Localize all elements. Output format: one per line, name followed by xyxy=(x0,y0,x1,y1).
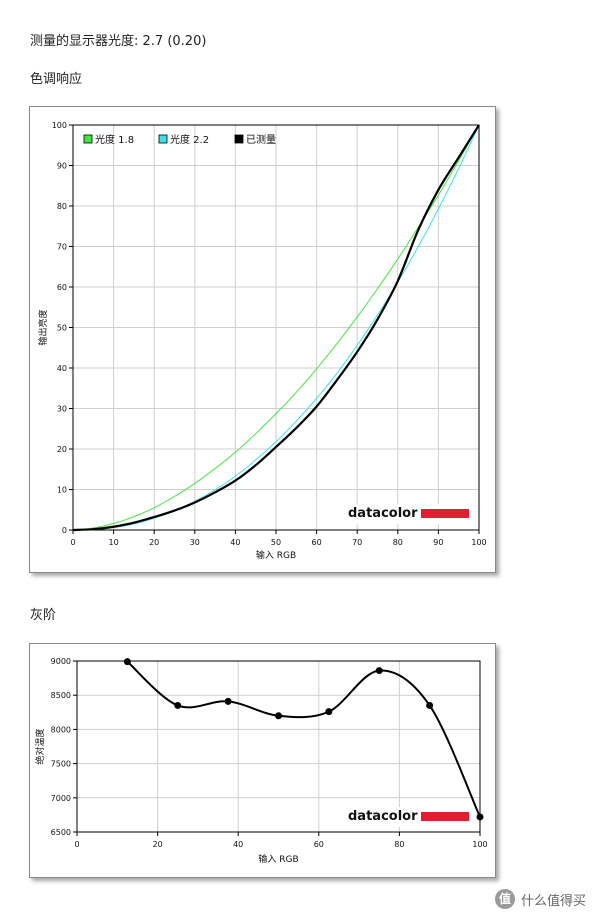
x-tick-label: 100 xyxy=(472,840,487,849)
cct-data-point xyxy=(375,667,383,675)
y-tick-label: 80 xyxy=(57,202,67,211)
cct-data-point xyxy=(325,708,333,716)
series-line-1 xyxy=(72,124,480,531)
y-tick-label: 8500 xyxy=(51,691,71,700)
cct-data-point xyxy=(426,701,434,709)
y-tick-label: 10 xyxy=(57,486,67,495)
cct-data-point xyxy=(275,712,282,720)
tone-response-heading: 色调响应 xyxy=(30,72,83,87)
x-tick-label: 0 xyxy=(74,840,79,849)
x-tick-label: 90 xyxy=(433,538,443,547)
legend-swatch xyxy=(234,134,244,144)
watermark-text: 什么值得买 xyxy=(520,893,586,909)
x-tick-label: 20 xyxy=(153,840,163,849)
series-line-3 xyxy=(72,124,480,532)
y-tick-label: 7000 xyxy=(51,794,71,803)
cct-data-point xyxy=(476,813,484,821)
y-axis-label: 绝对温度 xyxy=(34,728,46,764)
y-tick-label: 20 xyxy=(57,445,67,454)
y-axis-label: 输出亮度 xyxy=(37,309,49,345)
legend-swatch xyxy=(158,134,168,144)
y-tick-label: 60 xyxy=(57,283,67,292)
plot-frame xyxy=(72,124,480,531)
grayscale-heading: 灰阶 xyxy=(30,608,57,623)
plot-frame xyxy=(76,660,481,833)
cct-data-point xyxy=(123,658,131,666)
y-tick-label: 50 xyxy=(57,324,67,333)
y-tick-label: 0 xyxy=(62,526,67,535)
x-tick-label: 70 xyxy=(352,538,362,547)
datacolor-logo-bar xyxy=(421,509,469,518)
x-tick-label: 100 xyxy=(471,538,486,547)
y-tick-label: 70 xyxy=(57,243,67,252)
watermark: 值 什么值得买 xyxy=(494,889,586,909)
x-axis-label: 输入 RGB xyxy=(256,549,296,561)
datacolor-logo-text: datacolor xyxy=(348,506,418,521)
legend-label: 已测量 xyxy=(246,133,276,146)
y-tick-label: 30 xyxy=(57,405,67,414)
series-line-2 xyxy=(72,124,480,531)
y-tick-label: 7500 xyxy=(51,760,71,769)
y-tick-label: 40 xyxy=(57,364,67,373)
x-tick-label: 80 xyxy=(394,840,404,849)
x-tick-label: 40 xyxy=(230,538,240,547)
y-tick-label: 100 xyxy=(52,121,67,130)
x-tick-label: 80 xyxy=(393,538,403,547)
x-tick-label: 20 xyxy=(149,538,159,547)
datacolor-logo-bar xyxy=(421,812,469,821)
y-tick-label: 9000 xyxy=(51,657,71,666)
watermark-logo-icon: 值 xyxy=(494,889,515,909)
cct-series-line xyxy=(126,660,481,818)
x-tick-label: 60 xyxy=(312,538,322,547)
cct-data-point xyxy=(174,701,182,709)
cct-data-point xyxy=(224,697,232,705)
y-tick-label: 90 xyxy=(57,162,67,171)
x-tick-label: 0 xyxy=(70,538,75,547)
x-tick-label: 10 xyxy=(109,538,119,547)
x-tick-label: 50 xyxy=(271,538,281,547)
x-tick-label: 60 xyxy=(314,840,324,849)
x-tick-label: 40 xyxy=(233,840,243,849)
datacolor-logo-text: datacolor xyxy=(348,809,418,824)
grayscale-chart-panel: 0 20 40 60 80 100 6500 7000 7500 8000 8500 9000 data… xyxy=(29,643,496,878)
measured-gamma-text: 测量的显示器光度: 2.7 (0.20) xyxy=(30,34,207,49)
tone-response-chart-panel: 0 10 20 30 40 50 60 70 80 90 100 0 10 20 30 40 50 60 70 80 9… xyxy=(29,106,496,573)
y-tick-label: 8000 xyxy=(51,725,71,734)
grayscale-chart: 0 20 40 60 80 100 6500 7000 7500 8000 8500 9000 data… xyxy=(34,657,488,865)
legend-label: 光度 2.2 xyxy=(170,133,209,146)
legend-label: 光度 1.8 xyxy=(95,133,134,146)
legend-swatch xyxy=(83,134,93,144)
x-axis-label: 输入 RGB xyxy=(258,853,298,865)
x-tick-label: 30 xyxy=(190,538,200,547)
tone-response-chart: 0 10 20 30 40 50 60 70 80 90 100 0 10 20 30 40 50 60 70 80 9… xyxy=(37,121,487,561)
y-tick-label: 6500 xyxy=(51,828,71,837)
